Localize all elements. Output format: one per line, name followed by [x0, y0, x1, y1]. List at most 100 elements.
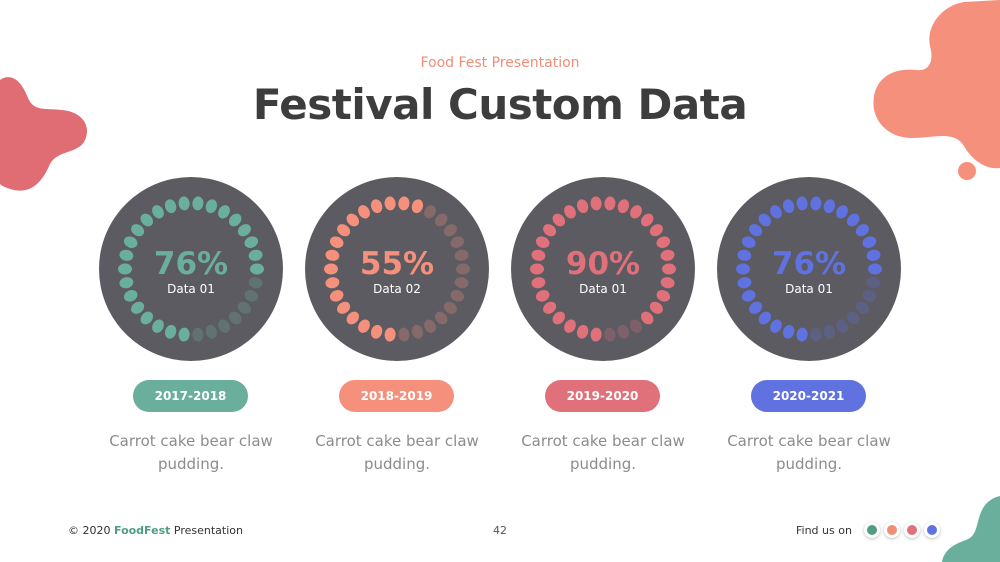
youtube-icon[interactable]	[924, 522, 940, 538]
progress-dot-filled	[152, 319, 164, 333]
decorative-blob-top-right	[873, 0, 1000, 180]
progress-dot-filled	[329, 290, 344, 302]
progress-dot-empty	[424, 319, 436, 333]
data-label: Data 02	[373, 282, 421, 296]
progress-dot-filled	[543, 301, 557, 314]
copyright-text: © 2020	[68, 524, 111, 537]
progress-dot-filled	[564, 319, 576, 333]
progress-dot-filled	[237, 224, 251, 237]
period-badge: 2018-2019	[339, 380, 454, 412]
progress-dot-empty	[237, 301, 251, 314]
brand-name: FoodFest	[114, 524, 171, 537]
find-us-label: Find us on	[796, 524, 852, 537]
progress-dot-empty	[823, 324, 836, 339]
progress-dial	[99, 177, 283, 361]
progress-dot-filled	[749, 224, 763, 237]
progress-dot-empty	[454, 277, 469, 289]
stat-card: 90% Data 01 2019-2020 Carrot cake bear c…	[510, 176, 696, 476]
facebook-icon[interactable]	[864, 522, 880, 538]
progress-dot-filled	[823, 199, 836, 214]
progress-dot-filled	[640, 213, 654, 227]
progress-dot-filled	[868, 263, 882, 275]
percent-value: 55%	[359, 246, 435, 282]
progress-dot-filled	[617, 199, 630, 214]
progress-dot-empty	[248, 277, 263, 289]
progress-dot-filled	[119, 249, 134, 261]
progress-dot-filled	[531, 249, 546, 261]
progress-dot-filled	[796, 196, 808, 211]
footer-suffix: Presentation	[173, 524, 243, 537]
progress-dot-filled	[741, 236, 756, 248]
progress-dot-filled	[662, 263, 676, 275]
progress-dot-filled	[649, 301, 663, 314]
decorative-blob-top-left	[0, 77, 88, 191]
progress-dot-filled	[543, 224, 557, 237]
progress-dot-filled	[228, 213, 242, 227]
data-label: Data 01	[167, 282, 215, 296]
progress-dot-filled	[346, 213, 360, 227]
card-description: Carrot cake bear claw pudding.	[98, 430, 284, 476]
progress-dot-empty	[228, 311, 242, 325]
progress-dot-filled	[370, 324, 383, 339]
progress-dot-filled	[123, 290, 138, 302]
description-line-1: Carrot cake bear claw	[315, 432, 479, 450]
progress-dot-filled	[810, 196, 822, 211]
progress-dot-filled	[178, 196, 190, 211]
progress-dot-filled	[152, 205, 164, 219]
progress-dot-filled	[178, 327, 190, 342]
progress-dot-filled	[398, 196, 410, 211]
twitter-icon[interactable]	[904, 522, 920, 538]
progress-dot-filled	[552, 311, 566, 325]
progress-dial	[305, 177, 489, 361]
progress-dot-filled	[329, 236, 344, 248]
description-line-2: pudding.	[363, 455, 431, 473]
progress-dial	[717, 177, 901, 361]
instagram-icon[interactable]	[884, 522, 900, 538]
card-description: Carrot cake bear claw pudding.	[716, 430, 902, 476]
progress-dot-empty	[218, 319, 230, 333]
progress-dot-filled	[564, 205, 576, 219]
stat-card: 76% Data 01 2020-2021 Carrot cake bear c…	[716, 176, 902, 476]
stat-card: 76% Data 01 2017-2018 Carrot cake bear c…	[98, 176, 284, 476]
progress-dot-filled	[535, 290, 550, 302]
progress-dot-filled	[324, 263, 338, 275]
progress-dot-filled	[118, 263, 132, 275]
progress-dot-empty	[836, 319, 848, 333]
progress-dot-filled	[656, 236, 671, 248]
progress-dot-empty	[434, 213, 448, 227]
progress-dot-filled	[649, 224, 663, 237]
data-label: Data 01	[579, 282, 627, 296]
progress-dot-filled	[737, 277, 752, 289]
page-title: Festival Custom Data	[252, 80, 748, 129]
progress-dot-filled	[758, 311, 772, 325]
progress-dot-empty	[443, 301, 457, 314]
stat-card: 55% Data 02 2018-2019 Carrot cake bear c…	[304, 176, 490, 476]
description-line-2: pudding.	[569, 455, 637, 473]
progress-dot-filled	[250, 263, 264, 275]
description-line-1: Carrot cake bear claw	[109, 432, 273, 450]
progress-dot-filled	[140, 311, 154, 325]
percent-value: 76%	[771, 246, 847, 282]
description-line-2: pudding.	[775, 455, 843, 473]
progress-dot-empty	[450, 236, 465, 248]
period-badge: 2020-2021	[751, 380, 866, 412]
progress-dot-filled	[164, 324, 177, 339]
progress-dot-filled	[337, 224, 351, 237]
progress-dot-filled	[576, 324, 589, 339]
progress-dot-filled	[590, 327, 602, 342]
progress-dot-filled	[782, 199, 795, 214]
progress-dot-filled	[140, 213, 154, 227]
progress-dot-filled	[782, 324, 795, 339]
progress-dot-filled	[749, 301, 763, 314]
progress-dot-filled	[384, 196, 396, 211]
progress-dot-filled	[218, 205, 230, 219]
progress-dot-filled	[866, 249, 881, 261]
progress-dot-empty	[443, 224, 457, 237]
card-description: Carrot cake bear claw pudding.	[304, 430, 490, 476]
percent-value: 90%	[565, 246, 641, 282]
progress-dot-empty	[604, 327, 616, 342]
progress-dot-empty	[205, 324, 218, 339]
description-line-1: Carrot cake bear claw	[521, 432, 685, 450]
progress-dot-filled	[590, 196, 602, 211]
progress-dot-filled	[370, 199, 383, 214]
